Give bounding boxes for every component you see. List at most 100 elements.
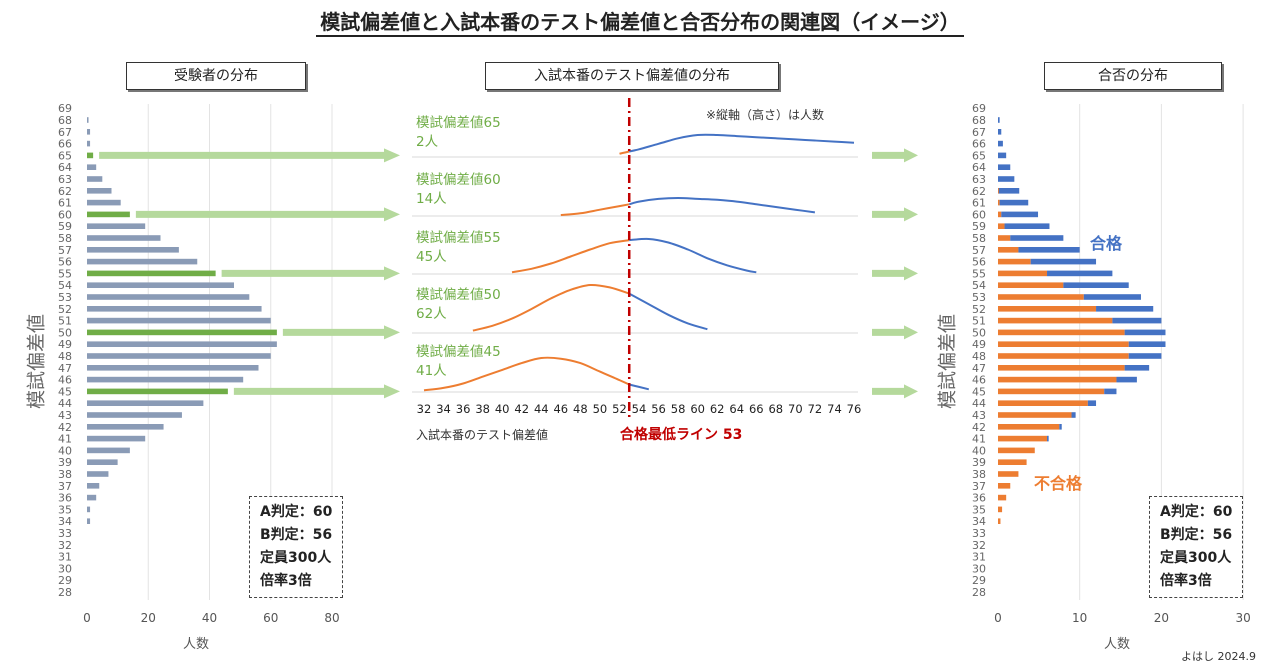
right-bar-pass: [1116, 376, 1137, 383]
left-y-tick: 43: [58, 409, 72, 422]
right-bar-fail: [998, 188, 999, 194]
middle-series-name: 模試偏差値45: [416, 344, 501, 360]
middle-series-name: 模試偏差値50: [416, 287, 501, 303]
left-y-tick: 55: [58, 267, 72, 280]
right-y-tick: 47: [972, 362, 986, 375]
left-y-tick: 54: [58, 279, 72, 292]
right-bar-fail: [998, 235, 1011, 241]
left-bar: [87, 400, 204, 406]
middle-x-tick: 70: [788, 402, 803, 416]
middle-note: ※縦軸（高さ）は人数: [706, 108, 825, 122]
left-bar: [87, 188, 112, 194]
right-y-tick: 30: [972, 562, 986, 575]
right-y-tick: 48: [972, 350, 986, 363]
middle-line-pass: [628, 196, 816, 214]
right-info-box: A判定：60 B判定：56 定員300人 倍率3倍: [1149, 496, 1244, 598]
right-y-tick: 56: [972, 256, 986, 269]
right-bar-fail: [998, 247, 1019, 253]
arrow-left: [135, 207, 400, 222]
left-y-tick: 40: [58, 444, 72, 457]
right-y-tick: 58: [972, 232, 986, 245]
middle-x-tick: 36: [456, 402, 471, 416]
right-bar-fail: [998, 341, 1129, 347]
left-y-tick: 28: [58, 586, 72, 599]
left-y-tick: 69: [58, 102, 72, 115]
right-bar-fail: [998, 365, 1125, 371]
right-bar-fail: [998, 211, 1002, 218]
middle-line-pass: [628, 133, 855, 153]
middle-series-count: 62人: [416, 306, 447, 322]
left-bar: [87, 412, 182, 418]
right-x-tick: 10: [1072, 611, 1087, 625]
right-y-tick: 31: [972, 551, 986, 564]
right-y-tick: 60: [972, 208, 986, 221]
right-y-tick: 32: [972, 539, 986, 552]
middle-series-count: 45人: [416, 249, 447, 265]
left-y-tick: 29: [58, 574, 72, 587]
left-y-tick: 66: [58, 138, 72, 151]
left-bar: [87, 329, 277, 336]
right-bar-fail: [998, 353, 1129, 359]
left-bar: [87, 317, 271, 324]
left-bar: [87, 306, 262, 312]
right-y-tick: 29: [972, 574, 986, 587]
right-bar-fail: [998, 329, 1125, 336]
middle-x-tick: 52: [612, 402, 627, 416]
arrow-right: [872, 266, 918, 281]
right-bar-pass: [1096, 306, 1154, 312]
left-bar: [87, 152, 94, 159]
left-bar: [87, 483, 100, 489]
right-bar-pass: [1001, 211, 1039, 218]
left-bar: [87, 459, 118, 465]
right-y-tick: 49: [972, 338, 986, 351]
right-y-tick: 59: [972, 220, 986, 233]
right-bar-pass: [1124, 329, 1166, 336]
left-info-line-3: 定員300人: [260, 550, 332, 566]
right-y-tick: 34: [972, 515, 986, 528]
left-bar: [87, 270, 216, 277]
left-bar: [87, 211, 130, 218]
left-x-tick: 20: [141, 611, 156, 625]
right-bar-pass: [1059, 424, 1062, 430]
left-y-tick: 35: [58, 503, 72, 516]
left-y-tick: 52: [58, 303, 72, 316]
middle-x-tick: 48: [573, 402, 588, 416]
left-y-tick: 47: [58, 362, 72, 375]
left-bar: [87, 424, 164, 430]
right-info-line-1: A判定：60: [1160, 504, 1233, 520]
right-info-line-3: 定員300人: [1160, 550, 1232, 566]
right-bar-fail: [998, 518, 1001, 524]
right-bar-pass: [1018, 247, 1080, 253]
main-title: 模試偏差値と入試本番のテスト偏差値と合否分布の関連図（イメージ）: [0, 6, 1280, 37]
middle-x-tick: 58: [671, 402, 686, 416]
middle-line-pass: [629, 237, 757, 274]
middle-x-tick: 38: [475, 402, 490, 416]
left-y-tick: 39: [58, 456, 72, 469]
left-x-tick: 60: [263, 611, 278, 625]
right-y-tick: 35: [972, 503, 986, 516]
right-bar-fail: [998, 376, 1117, 383]
right-bar-fail: [998, 270, 1048, 277]
left-y-tick: 49: [58, 338, 72, 351]
right-y-tick: 52: [972, 303, 986, 316]
left-bar: [87, 247, 179, 253]
right-bar-pass: [999, 199, 1029, 206]
left-xlabel: 人数: [183, 637, 210, 652]
left-bar: [87, 258, 198, 265]
right-bar-pass: [998, 188, 1020, 194]
left-y-tick: 33: [58, 527, 72, 540]
middle-series-count: 2人: [416, 134, 439, 150]
right-y-tick: 51: [972, 315, 986, 328]
left-ylabel: 模試偏差値: [25, 314, 48, 410]
right-bar-pass: [1087, 400, 1097, 406]
right-x-tick: 0: [994, 611, 1002, 625]
middle-x-tick: 64: [729, 402, 744, 416]
left-bar: [87, 494, 97, 501]
right-y-tick: 44: [972, 397, 986, 410]
arrow-left: [282, 325, 400, 340]
right-bar-fail: [998, 412, 1072, 418]
left-bar: [87, 388, 228, 395]
right-y-tick: 38: [972, 468, 986, 481]
right-y-tick: 50: [972, 326, 986, 339]
left-y-tick: 48: [58, 350, 72, 363]
